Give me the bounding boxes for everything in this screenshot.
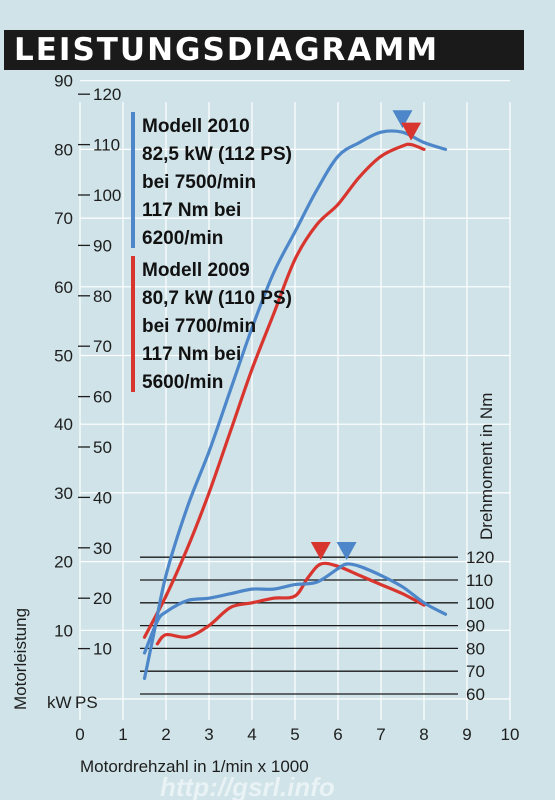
y-tick-label-kw: 20 xyxy=(54,553,73,572)
torque-reference-lines xyxy=(140,556,458,695)
legend-2010-line: 82,5 kW (112 PS) xyxy=(142,144,292,165)
y-axis-label-right: Drehmoment in Nm xyxy=(477,393,496,540)
y-tick-label-ps: 80 xyxy=(93,287,112,306)
y-tick-label-ps: 20 xyxy=(93,589,112,608)
y-tick-label-torque: 90 xyxy=(466,617,485,636)
y-tick-label-ps: 120 xyxy=(93,85,121,104)
x-tick-label: 9 xyxy=(462,725,471,744)
x-tick-label: 1 xyxy=(118,725,127,744)
y-tick-label-torque: 60 xyxy=(466,685,485,704)
x-tick-label: 3 xyxy=(204,725,213,744)
y-tick-label-kw: 80 xyxy=(54,140,73,159)
y-tick-label-kw: 30 xyxy=(54,484,73,503)
legend-2009-line: 80,7 kW (110 PS) xyxy=(142,288,292,309)
x-tick-label: 4 xyxy=(247,725,256,744)
watermark: http://gsrl.info xyxy=(160,772,335,800)
peak-marker-icon xyxy=(392,110,413,129)
legend-2009-line: Modell 2009 xyxy=(142,260,250,281)
y-tick-label-ps: 70 xyxy=(93,337,112,356)
series-lines xyxy=(142,129,448,680)
x-axis-label: Motordrehzahl in 1/min x 1000 xyxy=(80,757,309,776)
series-2009-torque-line xyxy=(155,561,426,646)
y-tick-label-torque: 70 xyxy=(466,662,485,681)
y-tick-label-ps: 40 xyxy=(93,488,112,507)
legend-2009-line: 117 Nm bei xyxy=(142,344,241,365)
y-tick-label-ps: 100 xyxy=(93,186,121,205)
x-tick-label: 8 xyxy=(419,725,428,744)
peak-marker-icon xyxy=(310,542,331,561)
chart-title: LEISTUNGSDIAGRAMM xyxy=(4,30,524,70)
legend-2009-line: bei 7700/min xyxy=(142,316,256,337)
series-2010-torque-line xyxy=(142,562,448,655)
legend-2009-line: 5600/min xyxy=(142,372,223,393)
y-tick-label-kw: 90 xyxy=(54,72,73,91)
y-tick-label-torque: 110 xyxy=(466,571,493,590)
x-tick-label: 2 xyxy=(161,725,170,744)
y-tick-label-ps: 60 xyxy=(93,388,112,407)
legend: Modell 2010 82,5 kW (112 PS) bei 7500/min 1… xyxy=(131,112,292,393)
legend-2010-line: 6200/min xyxy=(142,228,223,249)
peak-marker-icon xyxy=(336,542,357,561)
y-tick-label-torque: 100 xyxy=(466,594,494,613)
y-tick-label-torque: 80 xyxy=(466,639,485,658)
peak-markers xyxy=(310,110,422,561)
series-2010-power-line xyxy=(142,129,448,680)
tick-labels: 0 1 2 3 4 5 6 7 8 9 10 10 20 30 40 50 60 70 80 90 10 20 30 40 50… xyxy=(54,72,519,744)
series-2009-power-line xyxy=(142,142,426,639)
y-tick-label-kw: 70 xyxy=(54,209,73,228)
y-tick-label-ps: 10 xyxy=(93,640,112,659)
y-tick-label-kw: 10 xyxy=(54,621,73,640)
unit-label-kw: kW xyxy=(47,693,72,712)
y-tick-label-kw: 60 xyxy=(54,278,73,297)
unit-label-ps: PS xyxy=(75,693,98,712)
y-tick-label-ps: 50 xyxy=(93,438,112,457)
legend-2010-line: 117 Nm bei xyxy=(142,200,241,221)
x-tick-label: 6 xyxy=(333,725,342,744)
legend-2010-line: Modell 2010 xyxy=(142,116,250,137)
peak-marker-icon xyxy=(401,122,422,141)
x-tick-label: 0 xyxy=(75,725,84,744)
y-tick-label-ps: 110 xyxy=(93,136,120,155)
legend-2010-line: bei 7500/min xyxy=(142,172,256,193)
y-tick-label-ps: 30 xyxy=(93,539,112,558)
y-tick-label-kw: 50 xyxy=(54,347,73,366)
x-tick-label: 5 xyxy=(290,725,299,744)
y-axis-label-left: Motorleistung xyxy=(11,608,30,710)
x-tick-label: 10 xyxy=(501,725,520,744)
y-tick-label-ps: 90 xyxy=(93,236,112,255)
y-tick-label-kw: 40 xyxy=(54,415,73,434)
x-tick-label: 7 xyxy=(376,725,385,744)
y-tick-label-torque: 120 xyxy=(466,548,494,567)
grid xyxy=(79,80,511,720)
